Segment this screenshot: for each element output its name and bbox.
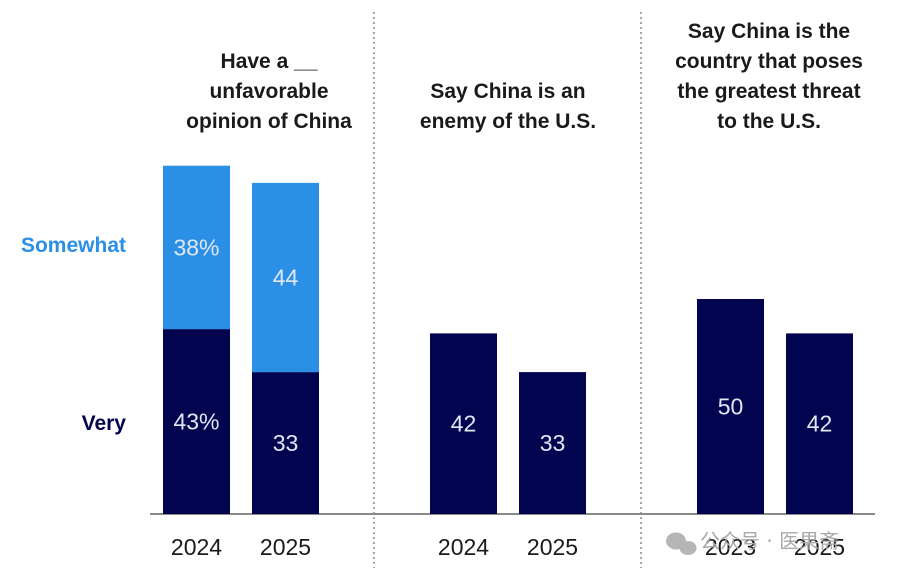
panel-1-title-line: unfavorable <box>209 80 328 103</box>
x-tick-label: 2025 <box>260 534 311 560</box>
bar-value-label: 44 <box>273 265 299 291</box>
panel-3-title-line: to the U.S. <box>717 110 821 133</box>
bar-somewhat-2025 <box>252 182 319 373</box>
bar-very-2025 <box>252 372 319 514</box>
x-tick-label: 2025 <box>794 534 845 560</box>
bar-value-label: 43% <box>173 409 219 435</box>
x-tick-label: 2023 <box>705 534 756 560</box>
bar-somewhat-2024 <box>163 165 230 330</box>
bar-value-label: 42 <box>451 411 477 437</box>
x-tick-label: 2025 <box>527 534 578 560</box>
panel-3-title-line: country that poses <box>675 50 863 73</box>
panel-2-title-line: Say China is an <box>430 80 585 103</box>
bar-very-2025 <box>519 372 586 514</box>
x-tick-label: 2024 <box>171 534 222 560</box>
chart-marks: Have a __ unfavorable opinion of China 43% 3… <box>163 20 863 560</box>
bar-very-2023 <box>697 299 764 514</box>
bar-value-label: 33 <box>540 430 566 456</box>
legend-somewhat-label: Somewhat <box>21 234 126 257</box>
x-tick-label: 2024 <box>438 534 489 560</box>
panel-1-title-line: Have a __ <box>221 50 318 73</box>
bar-value-label: 33 <box>273 430 299 456</box>
bar-value-label: 38% <box>173 234 219 260</box>
panel-3-title-line: the greatest threat <box>677 80 860 103</box>
watermark-text: 公众号 · 医果斋 <box>700 529 839 553</box>
bar-value-label: 42 <box>807 411 833 437</box>
bar-very-2024 <box>163 329 230 514</box>
panel-3-title-line: Say China is the <box>688 20 850 43</box>
watermark: 公众号 · 医果斋 <box>666 529 839 555</box>
bar-value-label: 50 <box>718 394 744 420</box>
wechat-icon <box>666 532 697 555</box>
legend-very-label: Very <box>82 412 127 435</box>
bar-very-2024 <box>430 333 497 514</box>
panel-1-title-line: opinion of China <box>186 110 352 133</box>
panel-2-title-line: enemy of the U.S. <box>420 110 596 133</box>
bar-very-2025 <box>786 333 853 514</box>
